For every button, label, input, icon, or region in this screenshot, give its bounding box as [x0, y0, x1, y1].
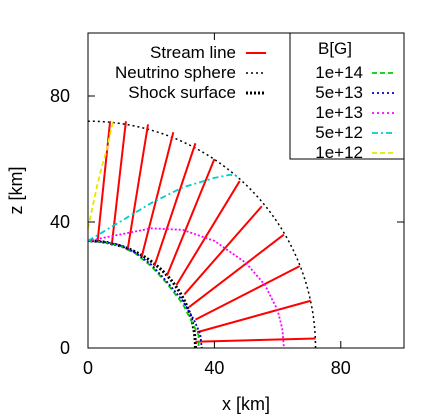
legend-left-label: Neutrino sphere — [115, 63, 236, 82]
stream-line-3 — [194, 265, 301, 321]
legend-right-label: 1e+12 — [315, 143, 363, 162]
legend-right-label: 5e+12 — [315, 123, 363, 142]
stream-line-6 — [175, 180, 241, 286]
x-tick-label: 40 — [204, 358, 224, 378]
x-axis-label: x [km] — [222, 394, 270, 414]
x-tick-label: 80 — [331, 358, 351, 378]
stream-line-9 — [140, 131, 175, 257]
series-layer — [87, 120, 317, 349]
stream-line-10 — [126, 124, 150, 251]
stream-line-5 — [183, 205, 263, 296]
field-line-5e13 — [87, 240, 203, 349]
y-tick-label: 80 — [50, 86, 70, 106]
stream-line-7 — [166, 158, 216, 276]
field-line-1e14 — [87, 240, 200, 348]
legend-right-title: B[G] — [318, 39, 352, 58]
stream-line-4 — [188, 233, 285, 308]
legend-right-box — [289, 32, 405, 160]
legend-left-label: Stream line — [150, 43, 236, 62]
plot-frame — [87, 32, 405, 349]
x-tick-label: 0 — [83, 358, 93, 378]
y-tick-label: 0 — [60, 338, 70, 358]
stream-line-1 — [195, 337, 316, 343]
ticks-layer: 0 40 80 0 40 80 — [50, 33, 404, 378]
stream-line-8 — [153, 142, 197, 267]
field-line-1e13 — [87, 227, 285, 349]
stream-line-2 — [196, 299, 312, 334]
field-line-1e12 — [87, 120, 115, 229]
legend-left-label: Shock surface — [128, 83, 236, 102]
y-axis-label: z [km] — [6, 167, 26, 215]
legend-right-label: 1e+13 — [315, 103, 363, 122]
y-tick-label: 40 — [50, 212, 70, 232]
field-line-5e12 — [87, 173, 240, 242]
legend-right-label: 5e+13 — [315, 83, 363, 102]
legend-right-label: 1e+14 — [315, 63, 363, 82]
stream-line-11 — [110, 121, 127, 246]
